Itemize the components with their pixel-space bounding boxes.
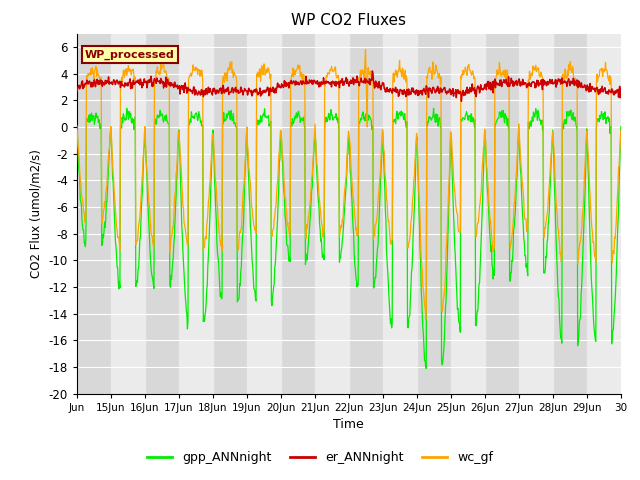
er_ANNnight bbox=[174, 86, 182, 92]
wc_gf bbox=[362, 47, 369, 52]
gpp_ANNnight bbox=[175, 136, 182, 142]
gpp_ANNnight bbox=[600, 117, 607, 122]
wc_gf bbox=[73, 123, 81, 129]
er_ANNnight bbox=[600, 89, 607, 95]
gpp_ANNnight bbox=[617, 124, 625, 130]
Text: WP_processed: WP_processed bbox=[85, 50, 175, 60]
gpp_ANNnight bbox=[422, 366, 430, 372]
er_ANNnight bbox=[617, 87, 625, 93]
Line: gpp_ANNnight: gpp_ANNnight bbox=[77, 108, 621, 369]
er_ANNnight bbox=[99, 79, 107, 85]
Y-axis label: CO2 Flux (umol/m2/s): CO2 Flux (umol/m2/s) bbox=[30, 149, 43, 278]
Bar bbox=[247, 34, 281, 394]
er_ANNnight bbox=[369, 68, 376, 74]
Line: wc_gf: wc_gf bbox=[77, 49, 621, 320]
er_ANNnight bbox=[394, 88, 402, 94]
Line: er_ANNnight: er_ANNnight bbox=[77, 71, 621, 101]
wc_gf bbox=[422, 317, 429, 323]
wc_gf bbox=[617, 128, 625, 133]
Bar bbox=[383, 34, 417, 394]
er_ANNnight bbox=[458, 98, 465, 104]
Bar bbox=[451, 34, 485, 394]
Bar bbox=[587, 34, 621, 394]
er_ANNnight bbox=[73, 88, 81, 94]
Legend: gpp_ANNnight, er_ANNnight, wc_gf: gpp_ANNnight, er_ANNnight, wc_gf bbox=[142, 446, 498, 469]
Bar bbox=[179, 34, 212, 394]
gpp_ANNnight bbox=[394, 116, 402, 122]
gpp_ANNnight bbox=[99, 232, 107, 238]
Bar bbox=[315, 34, 349, 394]
Bar bbox=[111, 34, 145, 394]
er_ANNnight bbox=[591, 85, 598, 91]
er_ANNnight bbox=[299, 78, 307, 84]
gpp_ANNnight bbox=[591, 331, 598, 337]
gpp_ANNnight bbox=[300, 117, 307, 123]
wc_gf bbox=[99, 216, 107, 222]
Title: WP CO2 Fluxes: WP CO2 Fluxes bbox=[291, 13, 406, 28]
gpp_ANNnight bbox=[123, 106, 131, 111]
wc_gf bbox=[600, 68, 607, 74]
wc_gf bbox=[591, 253, 598, 259]
wc_gf bbox=[299, 72, 307, 77]
gpp_ANNnight bbox=[73, 128, 81, 133]
wc_gf bbox=[394, 70, 402, 75]
X-axis label: Time: Time bbox=[333, 418, 364, 431]
wc_gf bbox=[174, 139, 182, 145]
Bar bbox=[519, 34, 553, 394]
